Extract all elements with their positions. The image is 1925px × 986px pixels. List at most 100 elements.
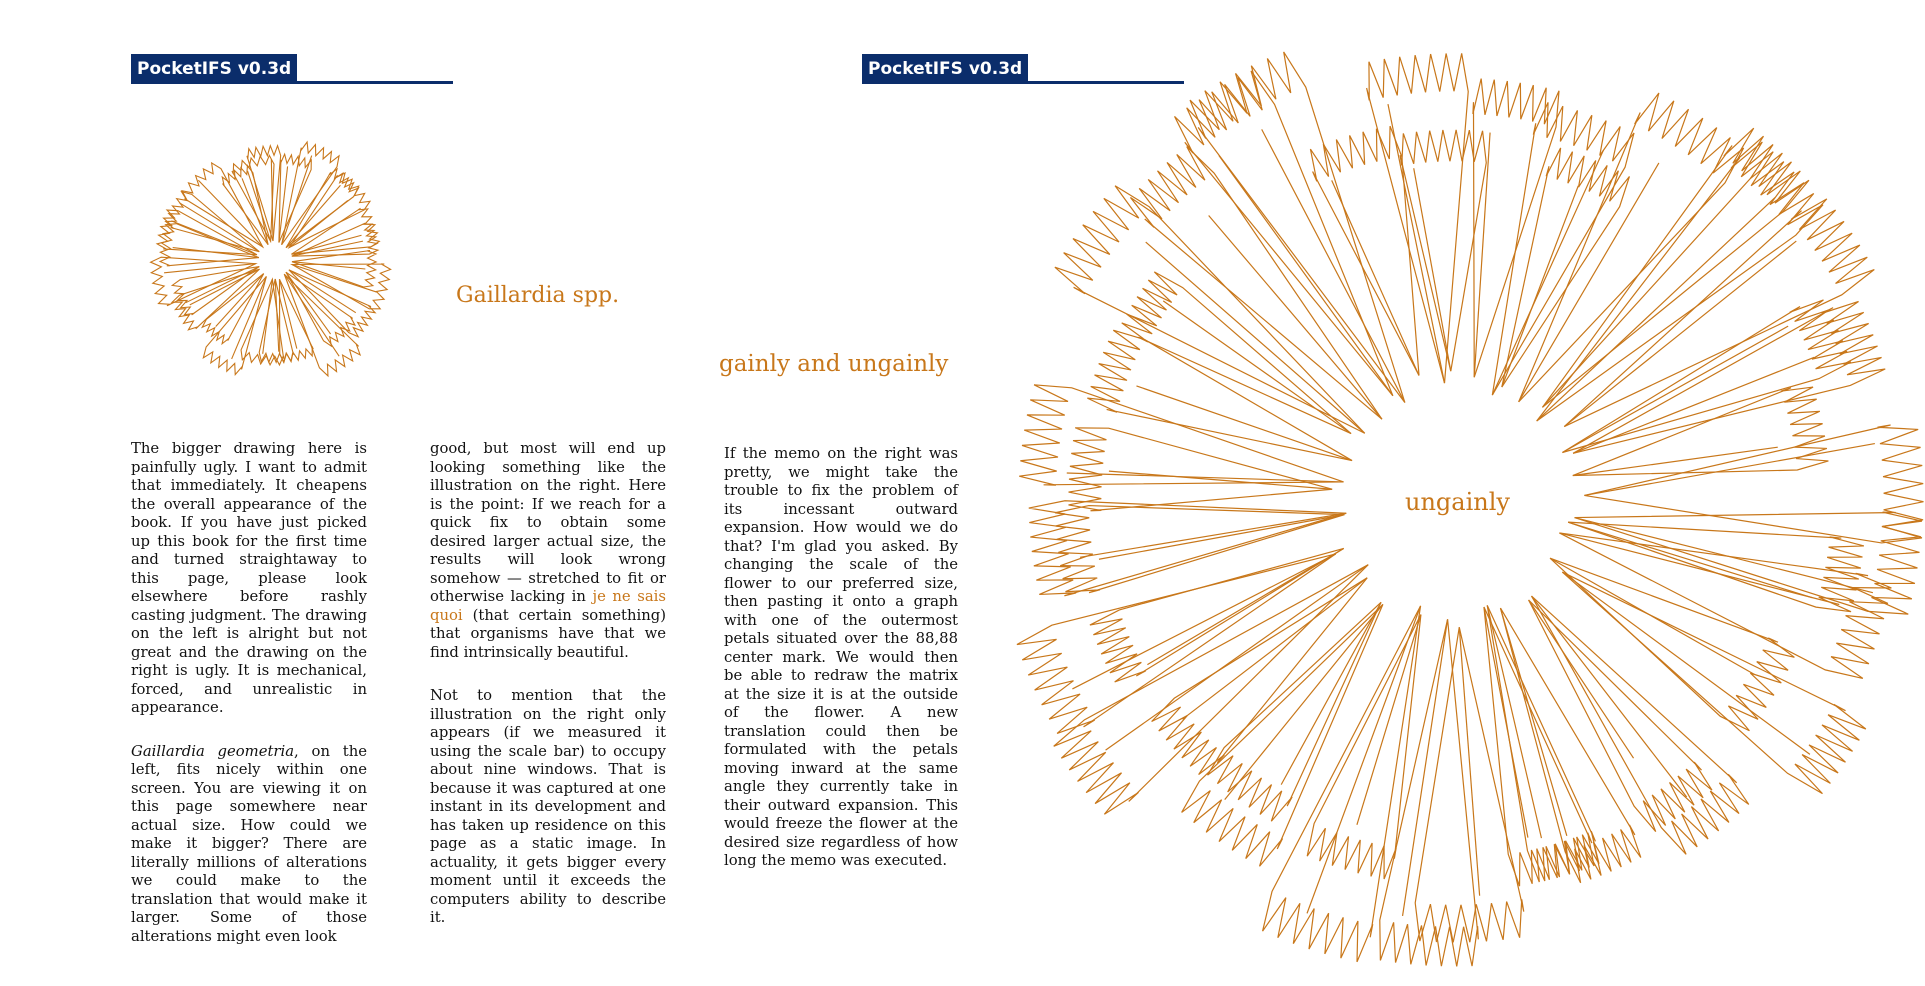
petal-vein: [1218, 155, 1394, 397]
petal: [1379, 619, 1479, 967]
petal-vein: [1531, 595, 1688, 798]
petal: [1399, 129, 1487, 372]
petal-vein: [1208, 215, 1383, 420]
petal-vein: [1079, 512, 1347, 558]
petal-vein: [171, 220, 258, 256]
petal: [1472, 78, 1560, 378]
petal: [155, 209, 258, 256]
petal-vein: [291, 263, 377, 293]
petal: [1087, 329, 1353, 462]
petal-vein: [1182, 577, 1368, 720]
petal-vein: [1562, 325, 1789, 454]
petal: [221, 164, 269, 246]
petal: [281, 140, 340, 246]
header-tab: PocketIFS v0.3d: [131, 54, 298, 84]
petal-vein: [164, 263, 256, 274]
petal-vein: [189, 268, 260, 306]
petal: [1491, 102, 1635, 396]
left-column-2: good, but most will end up looking somet…: [430, 440, 666, 953]
petal: [1189, 51, 1406, 403]
paragraph: good, but most will end up looking somet…: [430, 440, 666, 662]
petal: [1483, 606, 1595, 887]
small-flower-drawing: [149, 140, 392, 378]
petal-vein: [1136, 385, 1353, 462]
petal-vein: [262, 279, 273, 354]
petal: [1309, 125, 1420, 376]
petal-vein: [1499, 607, 1568, 836]
highlight-phrase: je ne sais quoi: [430, 588, 666, 624]
petal: [1414, 627, 1525, 943]
petal: [1261, 605, 1422, 963]
petal: [231, 154, 275, 244]
petal-vein: [1108, 470, 1333, 490]
petal-vein: [1331, 180, 1420, 376]
petal: [258, 278, 295, 364]
right-page: PocketIFS v0.3d gainly and ungainly If t…: [719, 0, 1925, 986]
petal: [1501, 147, 1631, 388]
right-column-1: If the memo on the right was pretty, we …: [724, 445, 958, 896]
petal-vein: [1584, 442, 1875, 497]
petal: [202, 276, 267, 376]
petal-vein: [247, 170, 272, 242]
petal: [1518, 92, 1745, 403]
petal-vein: [1162, 300, 1352, 435]
petal: [1486, 605, 1600, 883]
petal: [1181, 603, 1384, 867]
petal: [1129, 146, 1383, 420]
petal-vein: [278, 166, 289, 243]
petal-vein: [1518, 162, 1660, 403]
petal: [1174, 70, 1394, 397]
petal-vein: [1473, 132, 1491, 378]
paragraph: If the memo on the right was pretty, we …: [724, 445, 958, 869]
petal: [201, 273, 265, 346]
petal: [1567, 521, 1865, 613]
paragraph: Gaillardia geometria, on the left, fits …: [131, 743, 367, 947]
petal-vein: [1098, 514, 1345, 560]
paragraph-text: (that certain something) that organisms …: [430, 606, 666, 661]
petal-vein: [270, 159, 274, 241]
petal: [1019, 384, 1344, 486]
page-heading: gainly and ungainly: [719, 351, 949, 377]
petal-vein: [1491, 149, 1605, 396]
petal-vein: [283, 273, 340, 357]
petal-vein: [1306, 605, 1422, 914]
petal: [1028, 500, 1347, 597]
petal: [1054, 504, 1345, 594]
petal: [1541, 127, 1810, 408]
left-column-1: The bigger drawing here is painfully ugl…: [131, 440, 367, 971]
petal: [1574, 511, 1923, 615]
petal-vein: [1280, 601, 1382, 785]
petal: [1584, 424, 1924, 544]
petal-vein: [1486, 605, 1543, 839]
petal-vein: [185, 266, 260, 304]
petal-vein: [1536, 197, 1776, 422]
petal-vein: [197, 179, 264, 248]
petal: [1563, 198, 1875, 428]
petal: [1499, 607, 1642, 884]
petal-vein: [1561, 571, 1811, 755]
header-tab: PocketIFS v0.3d: [862, 54, 1029, 84]
petal: [1528, 599, 1713, 833]
petal-vein: [1483, 606, 1529, 838]
petal: [164, 190, 260, 253]
paragraph: Not to mention that the illustration on …: [430, 687, 666, 926]
petal-vein: [1401, 619, 1449, 917]
petal-vein: [278, 279, 298, 349]
petal-vein: [1567, 521, 1813, 599]
petal-vein: [285, 184, 341, 248]
petal: [285, 167, 360, 249]
petal-vein: [1458, 627, 1481, 896]
paragraph: The bigger drawing here is painfully ugl…: [131, 440, 367, 716]
paragraph-text: good, but most will end up looking somet…: [430, 440, 666, 605]
petal: [291, 222, 380, 257]
petal: [180, 161, 265, 249]
petal: [1068, 427, 1333, 512]
italic-term: Gaillardia geometria: [131, 742, 295, 760]
petal: [291, 249, 378, 288]
petal-vein: [1356, 614, 1422, 826]
petal: [1549, 557, 1795, 732]
petal: [1207, 601, 1382, 822]
petal-vein: [291, 261, 366, 270]
left-page: PocketIFS v0.3d Gaillardia spp. The bigg…: [0, 0, 962, 986]
petal-vein: [1559, 532, 1840, 606]
